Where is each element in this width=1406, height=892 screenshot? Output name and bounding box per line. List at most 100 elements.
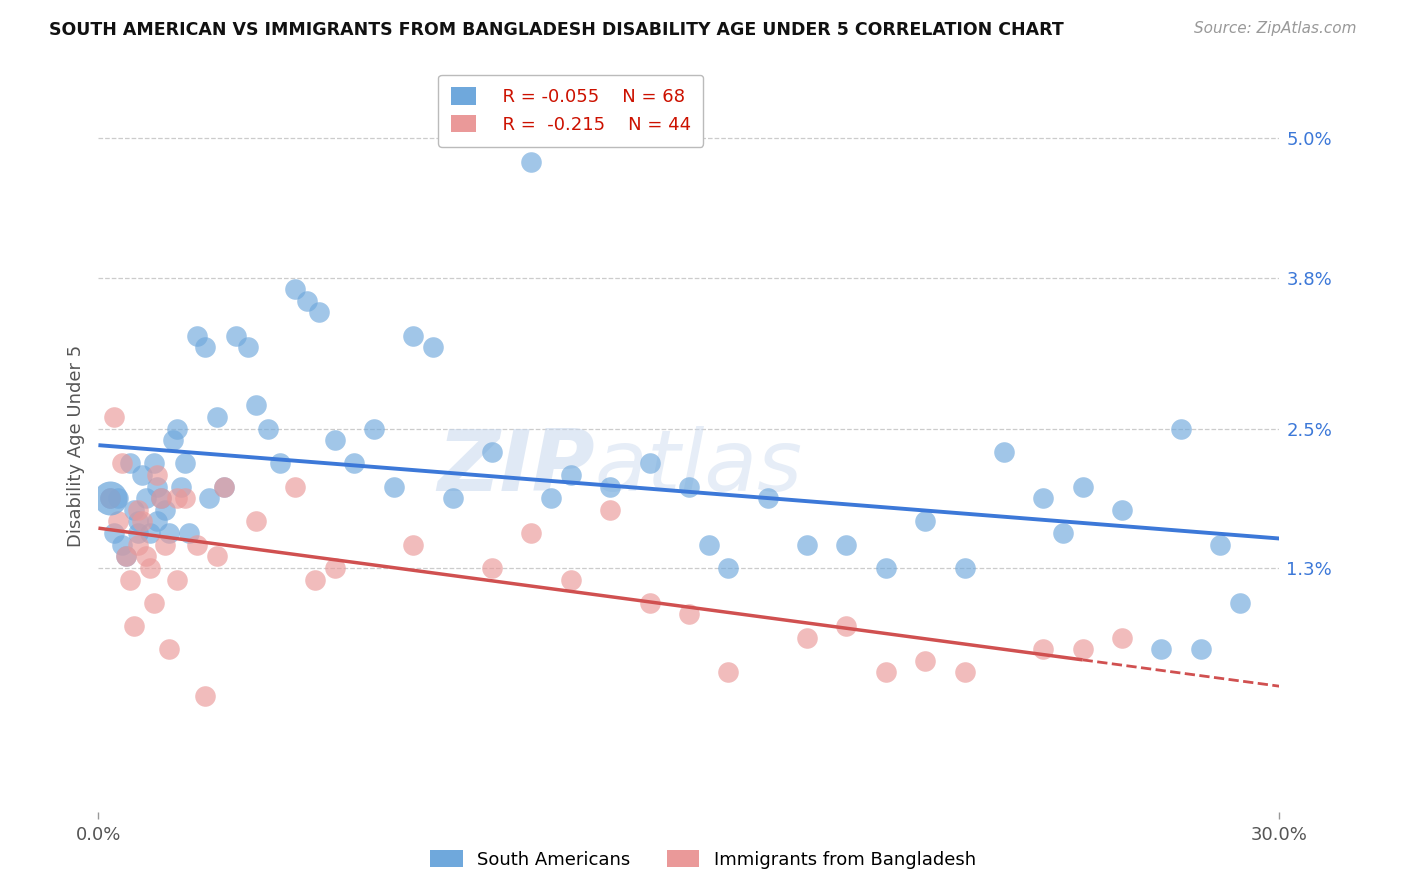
Point [402, 538, 425, 552]
Point [146, 480, 169, 494]
Point [214, 480, 236, 494]
Point [162, 433, 184, 447]
Point [835, 538, 858, 552]
Point [1189, 642, 1212, 657]
Point [953, 561, 976, 575]
Point [146, 468, 169, 483]
Point [756, 491, 779, 506]
Point [678, 607, 700, 622]
Point [1209, 538, 1232, 552]
Point [177, 526, 200, 541]
Point [118, 457, 141, 471]
Point [295, 293, 318, 308]
Point [835, 619, 858, 633]
Point [127, 538, 149, 552]
Point [166, 421, 188, 435]
Point [323, 561, 346, 575]
Point [138, 526, 160, 541]
Point [1170, 421, 1192, 435]
Point [796, 538, 818, 552]
Point [441, 491, 464, 506]
Point [115, 549, 138, 564]
Point [214, 480, 236, 494]
Point [402, 328, 425, 343]
Point [914, 515, 936, 529]
Point [697, 538, 720, 552]
Point [560, 468, 582, 483]
Point [98, 491, 121, 506]
Point [155, 538, 177, 552]
Point [107, 491, 129, 506]
Point [363, 421, 385, 435]
Point [382, 480, 405, 494]
Point [135, 491, 157, 506]
Point [194, 689, 217, 703]
Point [103, 409, 125, 424]
Point [599, 480, 621, 494]
Point [256, 421, 278, 435]
Point [157, 642, 180, 657]
Point [678, 480, 700, 494]
Point [186, 328, 208, 343]
Point [166, 573, 188, 587]
Point [115, 549, 138, 564]
Point [111, 457, 134, 471]
Point [323, 433, 346, 447]
Point [118, 573, 141, 587]
Point [157, 526, 180, 541]
Point [174, 457, 197, 471]
Point [520, 154, 543, 169]
Point [127, 515, 149, 529]
Point [225, 328, 247, 343]
Point [540, 491, 562, 506]
Point [1071, 642, 1094, 657]
Point [127, 526, 149, 541]
Point [103, 526, 125, 541]
Point [638, 596, 661, 610]
Point [1032, 642, 1054, 657]
Legend: South Americans, Immigrants from Bangladesh: South Americans, Immigrants from Banglad… [423, 843, 983, 876]
Text: atlas: atlas [595, 426, 803, 509]
Point [1052, 526, 1074, 541]
Point [1071, 480, 1094, 494]
Point [1150, 642, 1173, 657]
Point [481, 561, 503, 575]
Point [284, 282, 307, 296]
Point [308, 305, 330, 319]
Point [205, 549, 228, 564]
Point [638, 457, 661, 471]
Point [422, 340, 444, 354]
Point [155, 503, 177, 517]
Point [170, 480, 193, 494]
Text: Source: ZipAtlas.com: Source: ZipAtlas.com [1194, 21, 1357, 36]
Point [236, 340, 259, 354]
Point [127, 503, 149, 517]
Point [186, 538, 208, 552]
Point [875, 665, 897, 680]
Point [796, 631, 818, 645]
Point [194, 340, 217, 354]
Point [953, 665, 976, 680]
Point [343, 457, 366, 471]
Point [174, 491, 197, 506]
Point [269, 457, 291, 471]
Point [875, 561, 897, 575]
Point [131, 515, 153, 529]
Point [150, 491, 173, 506]
Text: ZIP: ZIP [437, 426, 595, 509]
Point [205, 409, 228, 424]
Point [304, 573, 326, 587]
Point [993, 445, 1015, 459]
Point [142, 457, 165, 471]
Point [245, 398, 267, 412]
Point [560, 573, 582, 587]
Point [135, 549, 157, 564]
Point [1229, 596, 1251, 610]
Point [717, 665, 740, 680]
Point [1032, 491, 1054, 506]
Point [138, 561, 160, 575]
Point [150, 491, 173, 506]
Point [122, 619, 145, 633]
Point [122, 503, 145, 517]
Y-axis label: Disability Age Under 5: Disability Age Under 5 [66, 345, 84, 547]
